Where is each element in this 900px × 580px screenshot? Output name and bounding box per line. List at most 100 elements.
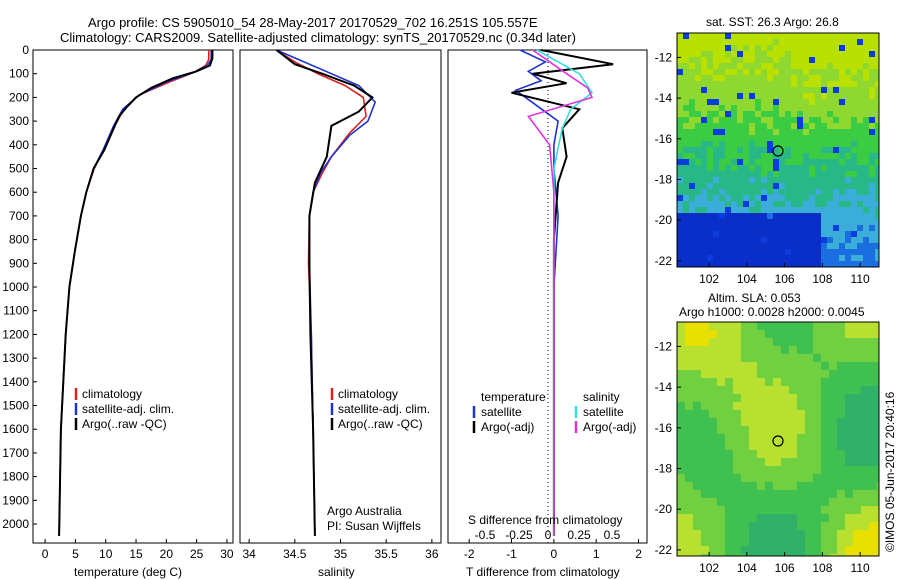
map-cell [731, 237, 738, 244]
map-cell [791, 153, 798, 160]
map-cell [853, 514, 862, 523]
map-cell [733, 338, 742, 347]
map-y-tick-label: -20 [655, 502, 673, 516]
map-cell [695, 69, 702, 76]
map-cell [683, 69, 690, 76]
map-cell [733, 490, 742, 499]
map-cell [861, 410, 870, 419]
temperature-frame [32, 49, 234, 544]
map-cell [757, 522, 766, 531]
map-cell [737, 135, 744, 142]
map-cell [845, 81, 852, 88]
map-cell [677, 231, 684, 238]
map-cell [731, 201, 738, 208]
map-cell [869, 442, 878, 451]
map-cell [713, 75, 720, 82]
map-cell [693, 418, 702, 427]
map-cell [845, 195, 852, 202]
map-cell [689, 105, 696, 112]
map-cell [713, 111, 720, 118]
map-cell [827, 51, 834, 58]
map-cell [869, 482, 878, 491]
map-cell [719, 195, 726, 202]
map-cell [773, 554, 782, 556]
map-cell [683, 105, 690, 112]
map-cell [695, 57, 702, 64]
map-cell [707, 45, 714, 52]
temperature-tick-labels: 0 5 10 15 20 25 30 [42, 539, 234, 561]
temperature-panel: 0100200300400500600700800900100011001200… [2, 43, 234, 579]
map-cell [869, 51, 876, 58]
map-cell [717, 490, 726, 499]
y-tick-label: 1900 [2, 493, 29, 507]
map-cell [755, 99, 762, 106]
map-cell [725, 490, 734, 499]
map-cell [863, 165, 870, 172]
map-cell [725, 330, 734, 339]
map-cell [725, 466, 734, 475]
map-cell [789, 370, 798, 379]
map-cell [719, 213, 726, 220]
map-cell [731, 33, 738, 40]
map-cell [797, 93, 804, 100]
map-cell [733, 466, 742, 475]
map-cell [797, 105, 804, 112]
map-cell [877, 370, 879, 379]
map-cell [805, 378, 814, 387]
map-cell [827, 213, 834, 220]
map-cell [677, 546, 686, 555]
map-cell [749, 506, 758, 515]
map-cell [797, 458, 806, 467]
map-cell [833, 237, 840, 244]
map-cell [781, 538, 790, 547]
map-cell [677, 129, 684, 136]
map-cell [677, 506, 686, 515]
map-cell [773, 195, 780, 202]
map-cell [827, 87, 834, 94]
map-cell [773, 362, 782, 371]
map-cell [693, 458, 702, 467]
map-cell [677, 177, 684, 184]
map-cell [709, 546, 718, 555]
map-cell [853, 498, 862, 507]
map-cell [875, 225, 879, 232]
map-cell [737, 159, 744, 166]
map-cell [677, 207, 684, 214]
map-cell [755, 153, 762, 160]
map-cell [877, 346, 879, 355]
map-cell [685, 490, 694, 499]
map-cell [781, 402, 790, 411]
map-cell [839, 33, 846, 40]
map-cell [839, 117, 846, 124]
map-cell [725, 165, 732, 172]
map-cell [749, 514, 758, 523]
map-cell [797, 63, 804, 70]
map-cell [757, 370, 766, 379]
map-cell [695, 99, 702, 106]
map-cell [719, 99, 726, 106]
map-cell [851, 81, 858, 88]
map-cell [693, 394, 702, 403]
map-cell [869, 141, 876, 148]
legend-entry: climatology [338, 387, 398, 401]
map-cell [731, 39, 738, 46]
map-cell [821, 362, 830, 371]
map-cell [707, 135, 714, 142]
map-cell [761, 93, 768, 100]
map-cell [743, 243, 750, 250]
map-cell [695, 159, 702, 166]
map-cell [875, 159, 879, 166]
map-cell [725, 346, 734, 355]
map-cell [803, 165, 810, 172]
map-cell [737, 111, 744, 118]
map-cell [755, 135, 762, 142]
map-cell [741, 482, 750, 491]
map-cell [749, 402, 758, 411]
map-cell [781, 330, 790, 339]
map-cell [869, 87, 876, 94]
map-cell [791, 69, 798, 76]
map-cell [767, 231, 774, 238]
map-cell [701, 51, 708, 58]
map-cell [845, 538, 854, 547]
s-diff-tick-label: -0.25 [505, 528, 533, 542]
